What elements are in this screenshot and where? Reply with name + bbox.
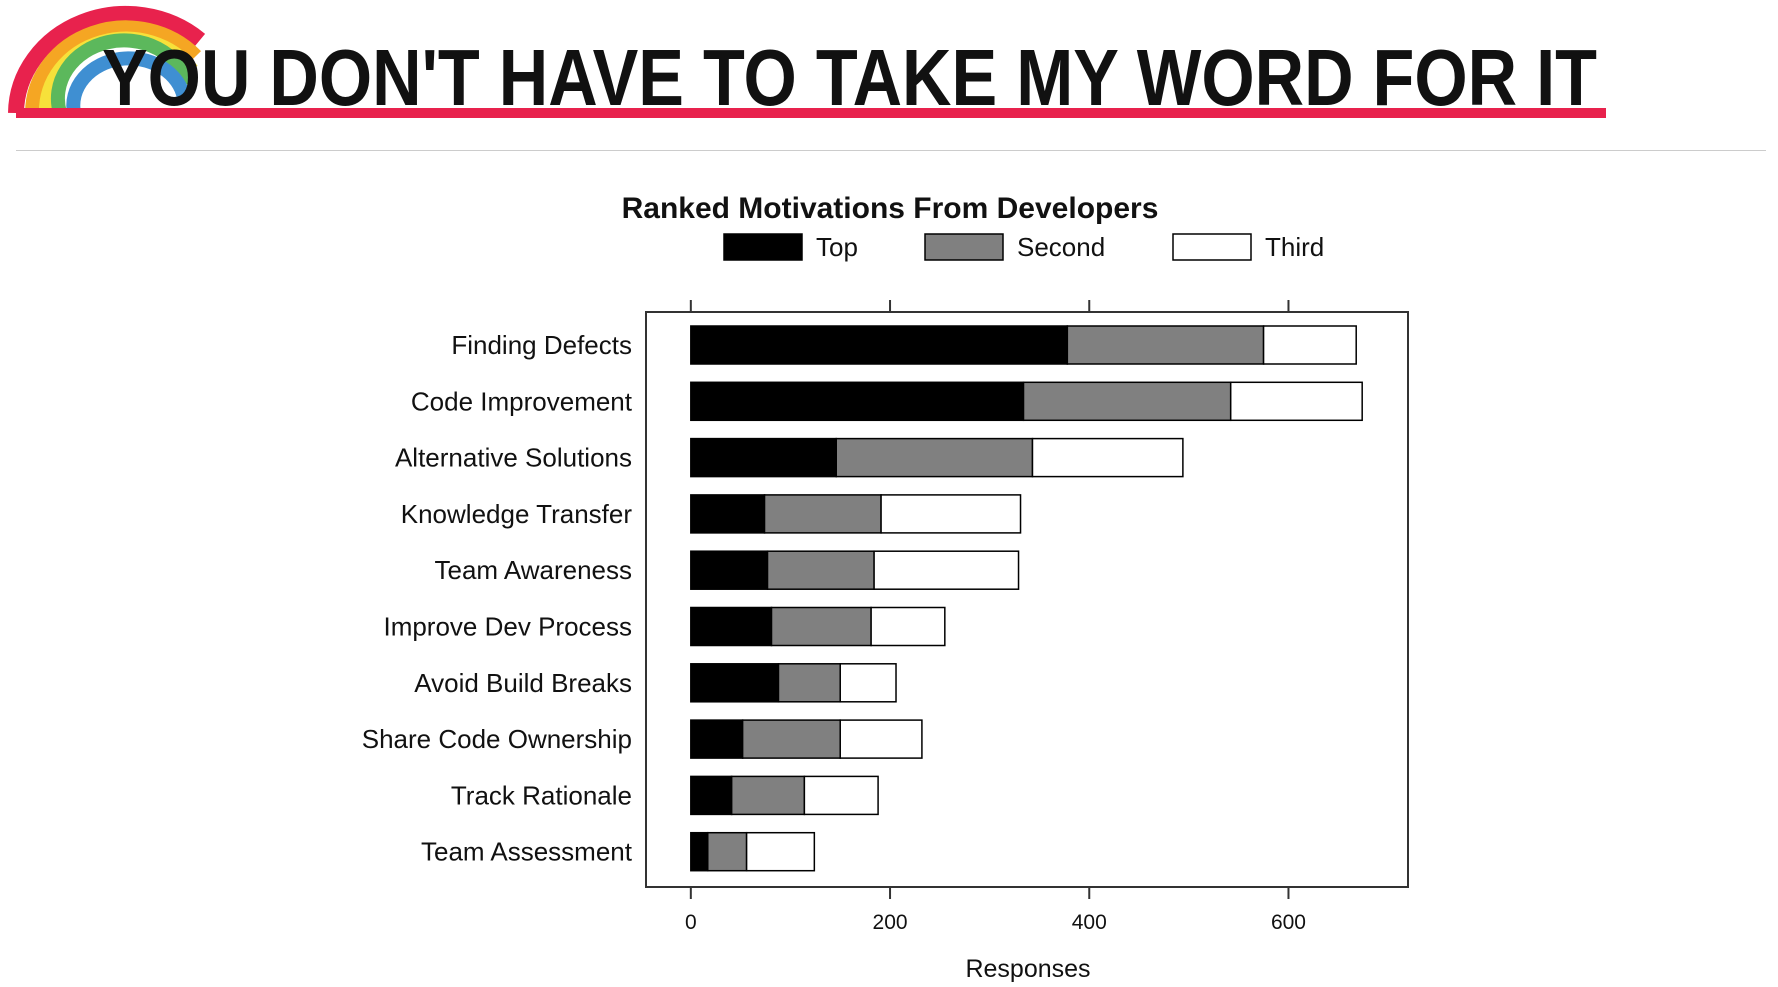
category-label: Finding Defects xyxy=(451,330,632,360)
divider xyxy=(16,150,1766,151)
category-label: Improve Dev Process xyxy=(383,612,632,642)
bar-segment-third xyxy=(803,775,879,816)
bar-segment-top xyxy=(690,606,773,647)
axes: 0 200 400 600 xyxy=(685,300,1306,934)
banner-headline: YOU DON'T HAVE TO TAKE MY WORD FOR IT xyxy=(102,33,1597,122)
bar-segment-second xyxy=(1022,381,1232,422)
bar-segment-top xyxy=(690,325,1069,365)
bar-segment-second xyxy=(835,437,1034,478)
bar-segment-top xyxy=(690,494,766,534)
legend-label-top: Top xyxy=(816,232,858,262)
bar-segment-top xyxy=(690,719,744,759)
bar-segment-third xyxy=(1031,437,1184,478)
bar-segment-top xyxy=(690,831,709,872)
bars xyxy=(690,325,1363,872)
bar-segment-third xyxy=(745,831,816,872)
bar-segment-top xyxy=(690,550,769,590)
bar-segment-second xyxy=(770,606,872,647)
bar-segment-second xyxy=(777,663,841,703)
banner: YOU DON'T HAVE TO TAKE MY WORD FOR IT xyxy=(8,6,1606,122)
category-label: Alternative Solutions xyxy=(395,443,632,473)
bar-segment-second xyxy=(766,550,875,590)
x-tick-label: 0 xyxy=(685,911,697,934)
rainbow-logo xyxy=(8,6,206,115)
bar-segment-third xyxy=(880,494,1022,534)
plot-frame xyxy=(645,311,1409,888)
category-label: Knowledge Transfer xyxy=(401,499,633,529)
category-label: Share Code Ownership xyxy=(362,724,632,754)
category-label: Team Awareness xyxy=(434,555,632,585)
bar-segment-top xyxy=(690,437,838,478)
x-axis-label: Responses xyxy=(965,955,1090,983)
x-tick-label: 200 xyxy=(873,911,908,934)
bar-segment-second xyxy=(1066,325,1265,365)
bar-segment-top xyxy=(690,663,780,703)
legend-swatch-third xyxy=(1172,233,1252,261)
legend-swatch-second xyxy=(924,233,1004,261)
chart-title: Ranked Motivations From Developers xyxy=(622,192,1159,225)
chart-legend: Top Second Third xyxy=(723,232,1324,262)
bar-segment-second xyxy=(763,494,882,534)
bar-segment-third xyxy=(839,719,923,759)
category-label: Code Improvement xyxy=(411,386,633,416)
bar-segment-third xyxy=(1229,381,1363,422)
bar-segment-third xyxy=(873,550,1020,590)
bar-segment-third xyxy=(1262,325,1357,365)
category-labels: Finding Defects Code Improvement Alternati… xyxy=(362,330,633,867)
legend-label-second: Second xyxy=(1017,232,1105,262)
legend-swatch-top xyxy=(723,233,803,261)
category-label: Track Rationale xyxy=(451,780,632,810)
bar-segment-second xyxy=(741,719,841,759)
banner-underline xyxy=(16,108,1606,118)
category-label: Avoid Build Breaks xyxy=(414,668,632,698)
category-label: Team Assessment xyxy=(421,837,633,867)
bar-segment-top xyxy=(690,775,733,816)
bar-segment-top xyxy=(690,381,1025,422)
bar-segment-third xyxy=(870,606,946,647)
x-tick-label: 600 xyxy=(1271,911,1306,934)
bar-segment-second xyxy=(730,775,806,816)
legend-label-third: Third xyxy=(1265,232,1324,262)
x-tick-label: 400 xyxy=(1072,911,1107,934)
bar-segment-third xyxy=(839,663,897,703)
bar-segment-second xyxy=(707,831,748,872)
